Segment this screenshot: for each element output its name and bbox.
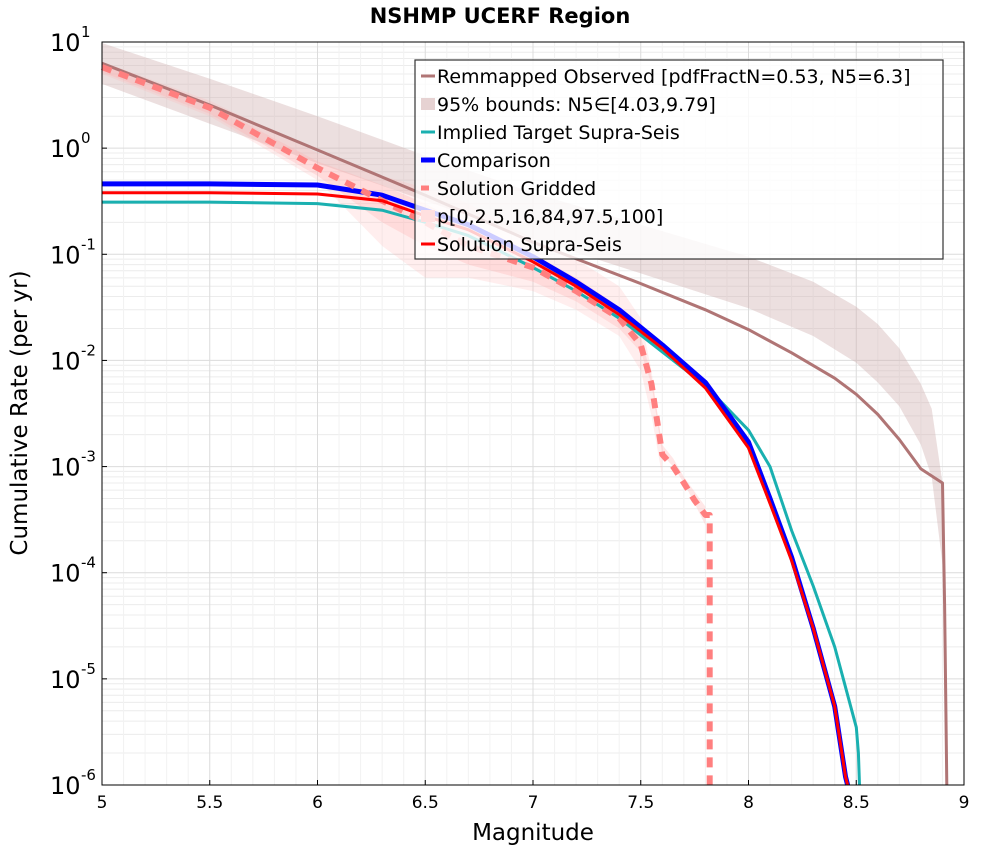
y-tick-label: 10 xyxy=(50,135,81,163)
x-tick-label: 7 xyxy=(528,793,539,813)
legend-swatch xyxy=(421,98,435,110)
series-lines xyxy=(100,61,949,786)
y-tick-label: 10 xyxy=(50,666,81,694)
chart-title: NSHMP UCERF Region xyxy=(370,4,631,28)
y-tick-label: 10 xyxy=(50,454,81,482)
legend-label: Remmapped Observed [pdfFractN=0.53, N5=6… xyxy=(437,66,911,88)
series-line-5 xyxy=(102,191,850,786)
x-axis-ticks: 5 5.5 6 6.5 7 7.5 8 8.5 9 xyxy=(97,780,970,813)
legend-label: p[0,2.5,16,84,97.5,100] xyxy=(437,206,663,228)
confidence-band-2 xyxy=(102,64,706,526)
y-tick-exponent: 0 xyxy=(81,129,91,147)
legend-label: 95% bounds: N5∈[4.03,9.79] xyxy=(437,94,716,116)
y-tick-label: 10 xyxy=(50,29,81,57)
y-axis-label: Cumulative Rate (per yr) xyxy=(7,270,33,555)
legend-label: Comparison xyxy=(437,150,551,172)
y-tick-exponent: -2 xyxy=(81,341,96,359)
y-tick-label: 10 xyxy=(50,241,81,269)
series-line-1 xyxy=(102,200,861,786)
y-tick-exponent: -4 xyxy=(81,554,96,572)
legend: Remmapped Observed [pdfFractN=0.53, N5=6… xyxy=(414,59,944,260)
y-tick-label: 10 xyxy=(50,560,81,588)
y-tick-exponent: -1 xyxy=(81,235,96,253)
y-tick-exponent: -5 xyxy=(81,660,96,678)
y-tick-label: 10 xyxy=(50,772,81,800)
y-tick-exponent: 1 xyxy=(81,23,91,41)
series-line-0 xyxy=(101,61,949,786)
legend-label: Implied Target Supra-Seis xyxy=(437,122,680,144)
y-tick-label: 10 xyxy=(50,347,81,375)
series-line-3 xyxy=(100,64,713,785)
legend-frame xyxy=(414,59,944,260)
x-axis-label: Magnitude xyxy=(472,820,594,846)
x-tick-label: 7.5 xyxy=(627,793,654,813)
y-tick-exponent: -6 xyxy=(81,766,96,784)
x-tick-label: 8.5 xyxy=(843,793,870,813)
x-tick-label: 5 xyxy=(97,793,108,813)
x-tick-label: 6.5 xyxy=(412,793,439,813)
x-tick-label: 9 xyxy=(959,793,970,813)
y-tick-exponent: -3 xyxy=(81,448,96,466)
legend-label: Solution Supra-Seis xyxy=(437,234,622,256)
x-tick-label: 6 xyxy=(312,793,323,813)
x-tick-label: 5.5 xyxy=(196,793,223,813)
x-tick-label: 8 xyxy=(743,793,754,813)
legend-label: Solution Gridded xyxy=(437,178,596,200)
legend-swatch xyxy=(421,210,435,222)
